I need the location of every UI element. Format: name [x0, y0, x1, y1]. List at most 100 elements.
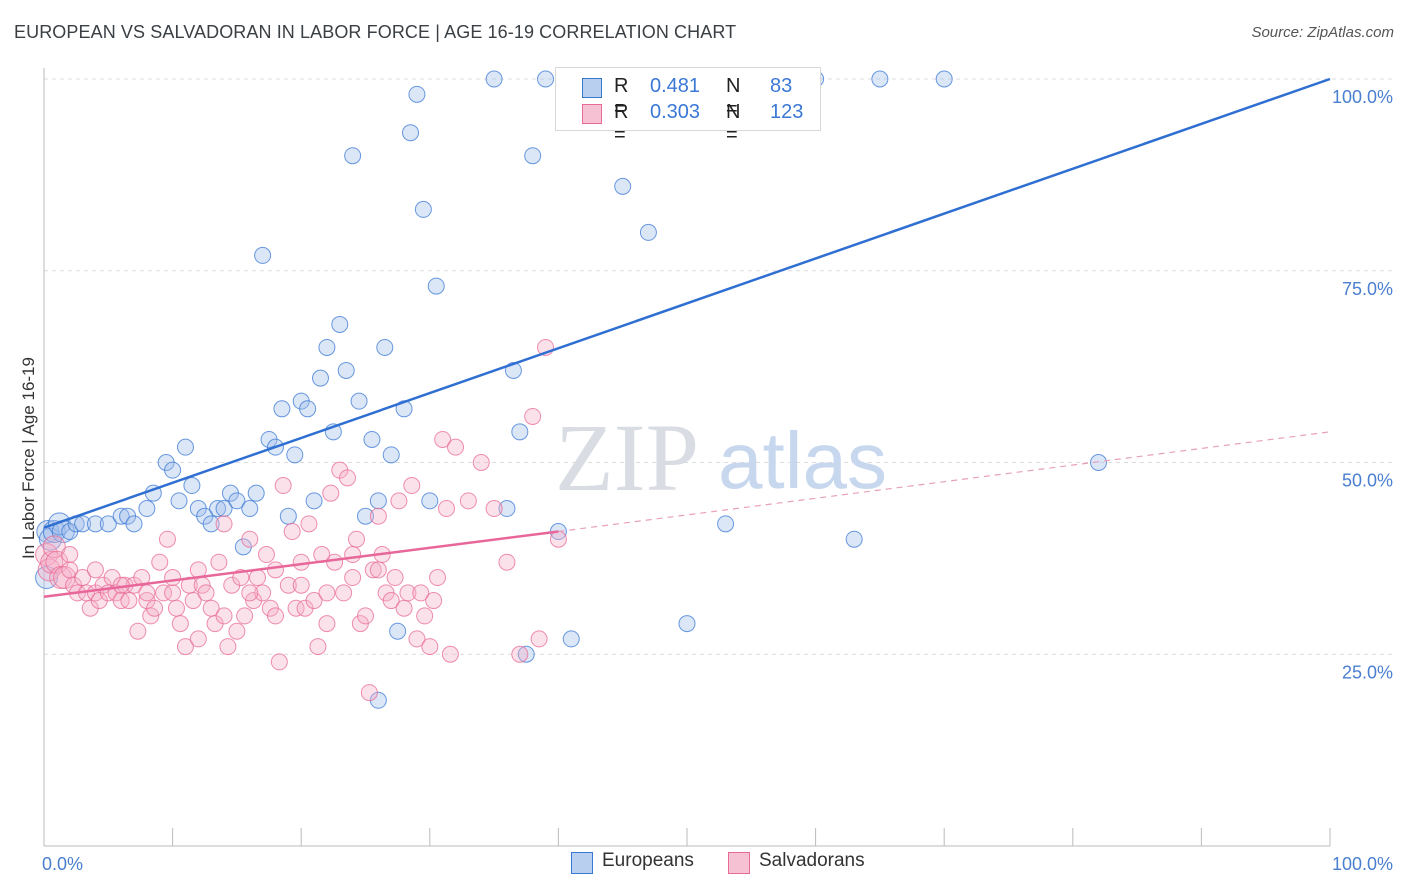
european-point	[845, 530, 863, 548]
salvadoran-point	[40, 550, 64, 574]
salvadoran-point	[305, 592, 323, 610]
trend-lines	[43, 77, 1331, 598]
salvadoran-point	[241, 584, 259, 602]
european-point	[318, 338, 336, 356]
y-tick-label: 50.0%	[1342, 471, 1393, 491]
salvadoran-point	[283, 523, 301, 541]
european-point	[183, 477, 201, 495]
europeans-legend-label: Europeans	[602, 850, 694, 871]
salvadoran-point	[61, 546, 79, 564]
salvadoran-point	[241, 530, 259, 548]
salvadoran-point	[138, 584, 156, 602]
salvadorans-legend-label: Salvadorans	[759, 850, 865, 871]
salvadoran-point	[309, 638, 327, 656]
salvadoran-point	[472, 454, 490, 471]
salvadoran-point	[335, 584, 353, 602]
salvadoran-point	[441, 645, 459, 663]
salvadorans-swatch	[582, 104, 602, 124]
salvadoran-point	[498, 553, 516, 571]
salvadorans-trend-extension	[558, 431, 1331, 533]
european-point	[357, 507, 374, 525]
legend-n-label: N =	[726, 75, 741, 120]
european-point	[38, 527, 62, 551]
salvadoran-point	[530, 630, 548, 648]
legend-n-value: 123	[770, 101, 804, 123]
watermark-atlas: atlas	[718, 416, 887, 505]
chart-title: EUROPEAN VS SALVADORAN IN LABOR FORCE | …	[14, 22, 737, 42]
salvadoran-point	[344, 569, 362, 587]
european-point	[254, 246, 272, 264]
european-point	[562, 630, 580, 648]
european-point	[247, 484, 265, 502]
european-point	[427, 277, 445, 295]
salvadoran-point	[386, 569, 404, 587]
salvadoran-point	[292, 576, 310, 594]
european-point	[337, 361, 355, 379]
salvadoran-point	[287, 599, 305, 617]
x-tick-label: 100.0%	[1332, 854, 1393, 874]
salvadoran-point	[485, 500, 503, 518]
european-point	[537, 70, 555, 88]
salvadoran-point	[151, 553, 169, 571]
salvadoran-point	[434, 430, 452, 448]
salvadoran-point	[524, 407, 542, 425]
european-point	[311, 369, 329, 387]
european-point	[86, 515, 104, 533]
salvadoran-point	[390, 492, 408, 510]
european-point	[363, 430, 381, 448]
salvadorans-trend-line	[43, 530, 559, 598]
salvadoran-point	[266, 561, 284, 579]
watermark-zip: ZIP	[555, 404, 699, 511]
european-point	[402, 124, 420, 142]
salvadoran-point	[254, 584, 272, 602]
european-point	[408, 85, 426, 103]
salvadoran-point	[86, 561, 104, 579]
european-point	[125, 515, 143, 533]
european-point	[74, 515, 92, 533]
salvadoran-point	[215, 607, 233, 625]
european-point	[498, 500, 516, 518]
salvadoran-point	[326, 553, 344, 571]
grid	[44, 78, 1392, 655]
salvadoran-point	[399, 584, 417, 602]
watermark: ZIP atlas	[555, 404, 887, 511]
european-point	[524, 147, 542, 165]
salvadoran-point	[382, 592, 400, 610]
salvadoran-point	[171, 615, 189, 633]
legend-r-value: 0.303	[650, 101, 701, 123]
salvadoran-point	[357, 607, 374, 625]
salvadoran-point	[248, 569, 266, 587]
salvadoran-point	[167, 599, 185, 617]
european-point	[299, 400, 317, 418]
salvadoran-point	[197, 584, 215, 602]
salvadoran-point	[447, 438, 465, 456]
salvadoran-point	[429, 569, 447, 587]
european-point	[517, 645, 535, 663]
salvadoran-point	[146, 599, 164, 617]
european-point	[614, 177, 632, 195]
european-point	[369, 492, 387, 510]
salvadoran-point	[164, 569, 182, 587]
salvadoran-point	[266, 607, 284, 625]
source-label: Source: ZipAtlas.com	[1251, 24, 1394, 41]
salvadoran-point	[360, 684, 378, 702]
x-tick-label: 0.0%	[42, 854, 83, 874]
salvadoran-point	[459, 492, 477, 510]
europeans-legend-swatch	[571, 852, 593, 874]
european-point	[170, 492, 188, 510]
european-point	[414, 200, 432, 218]
salvadoran-point	[164, 584, 182, 602]
european-point	[350, 392, 368, 410]
european-point	[209, 500, 227, 518]
salvadoran-point	[210, 553, 228, 571]
european-point	[421, 492, 439, 510]
salvadoran-point	[228, 622, 246, 640]
european-point	[389, 622, 407, 640]
salvadoran-point	[236, 607, 254, 625]
salvadoran-point	[257, 546, 275, 564]
european-point	[215, 500, 233, 518]
salvadoran-point	[219, 638, 237, 656]
axes	[43, 68, 1331, 847]
europeans-trend-line	[43, 77, 1331, 529]
